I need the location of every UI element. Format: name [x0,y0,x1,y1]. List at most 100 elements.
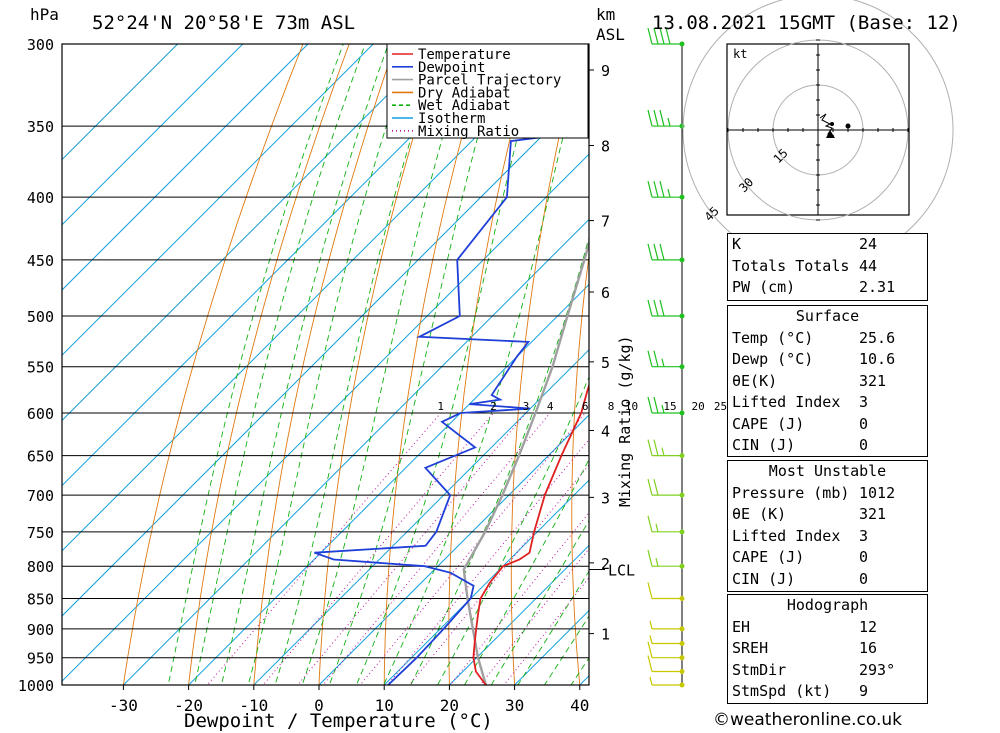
wind-barb-flag [647,515,653,532]
mixing-ratio-line [449,511,589,685]
km-tick-label: 7 [601,213,610,231]
row-value: 0 [859,569,869,588]
km-tick-label: 6 [601,284,610,302]
wind-barb-flag [653,478,659,496]
index-row-k: K 24 [728,234,927,256]
row-label: CIN (J) [732,436,796,454]
mixing-ratio-line [386,438,589,685]
wind-barb-flag [647,243,653,261]
surface-title: Surface [795,307,860,325]
asl-unit: ASL [596,25,625,44]
row-label: StmSpd (kt) [732,682,832,700]
temp-tick-label: 10 [375,696,394,715]
wind-barb-half-flag [649,620,653,630]
row-value: 293° [859,660,896,679]
mu-row: θE (K) 321 [728,504,927,526]
wind-barb-flag [653,299,659,317]
mixing-ratio-value-label: 4 [547,400,554,413]
isotherm-line [122,218,589,685]
mixing-ratio-value-label: 10 [625,400,638,413]
mixing-ratio-line [262,412,494,685]
index-label: K [732,235,742,253]
row-label: θE (K) [732,505,787,523]
mixing-ratio-value-label: 1 [437,400,444,413]
km-tick-label: 8 [601,137,610,155]
wind-barb-flag [647,109,653,127]
pressure-tick-label: 1000 [18,677,54,695]
most-unstable-title: Most Unstable [768,462,887,480]
pressure-tick-label: 300 [27,36,54,54]
index-label: Totals Totals [732,256,850,275]
mixing-ratio-value-label: 15 [663,400,676,413]
pressure-tick-label: 500 [27,308,54,326]
surface-row: Lifted Index 3 [728,392,927,414]
index-value: 24 [859,235,878,253]
storm-motion-marker [826,130,835,138]
surface-row: Dewp (°C) 10.6 [728,349,927,371]
isotherm-line [448,544,589,685]
wind-barb-flag [647,181,653,198]
isotherm-line [383,479,589,685]
series-line-temperature [472,382,589,685]
temp-tick-label: -30 [109,696,138,715]
wind-barb-flag [659,181,665,198]
hodograph-panel: Hodograph EH 12 SREH 16 StmDir 293° StmSpd … [727,594,928,704]
isotherm-line [62,44,374,356]
credit-link[interactable]: ©weatheronline.co.uk [713,710,903,730]
wind-barb-flag [659,299,665,317]
temp-tick-label: -10 [239,696,268,715]
isotherm-line [62,44,244,226]
wind-barbs [647,27,685,688]
dry-adiabat-line [630,0,694,711]
wind-barb-half-flag [667,117,671,127]
wind-barb-half-flag [649,635,653,644]
km-tick-label: 2 [601,555,610,573]
pressure-tick-label: 350 [27,118,54,136]
legend-label: Wet Adiabat [418,98,511,114]
index-label: PW (cm) [732,278,796,296]
wind-barb-flag [647,27,653,45]
pressure-tick-label: 800 [27,558,54,576]
wind-barb-flag [665,27,671,45]
row-label: EH [732,617,751,636]
temp-tick-label: 0 [314,696,324,715]
pressure-tick-label: 850 [27,590,54,608]
row-value: 0 [859,414,869,433]
mixing-ratio-line [479,547,589,685]
row-value: 25.6 [859,328,896,347]
row-value: 3 [859,526,869,545]
isotherm-line [187,283,589,685]
row-label: Pressure (mb) [732,483,850,502]
hodograph-point [830,122,834,126]
mixing-ratio-value-label: 25 [714,400,727,413]
row-value: 12 [859,617,878,636]
plot-frame [61,43,590,686]
mu-row: Lifted Index 3 [728,526,927,548]
row-label: CAPE (J) [732,548,805,566]
storm-motion-dot [845,123,851,129]
wet-adiabat-line [463,458,589,685]
x-axis-label: Dewpoint / Temperature (°C) [184,710,493,732]
mixing-ratio-value-label: 6 [582,400,589,413]
wind-barb-flag [653,109,659,127]
wind-barb-flag [653,439,659,456]
legend-label: Mixing Ratio [418,124,519,140]
pressure-tick-label: 600 [27,405,54,423]
wind-barb-flag [647,350,653,367]
wind-barb-flag [647,582,653,599]
index-value: 2.31 [859,278,896,296]
row-label: Temp (°C) [732,328,814,347]
mu-row: Pressure (mb) 1012 [728,483,927,505]
datetime-title: 13.08.2021 15GMT (Base: 12) [652,12,961,34]
profiles [314,66,589,685]
surface-row: Temp (°C) 25.6 [728,328,927,350]
legend-label: Parcel Trajectory [418,73,561,89]
wind-barb-flag [647,550,653,567]
wet-adiabat-line [490,519,589,685]
row-value: 1012 [859,483,896,502]
dry-adiabat-line [188,44,350,685]
hodograph-title: Hodograph [786,596,869,614]
